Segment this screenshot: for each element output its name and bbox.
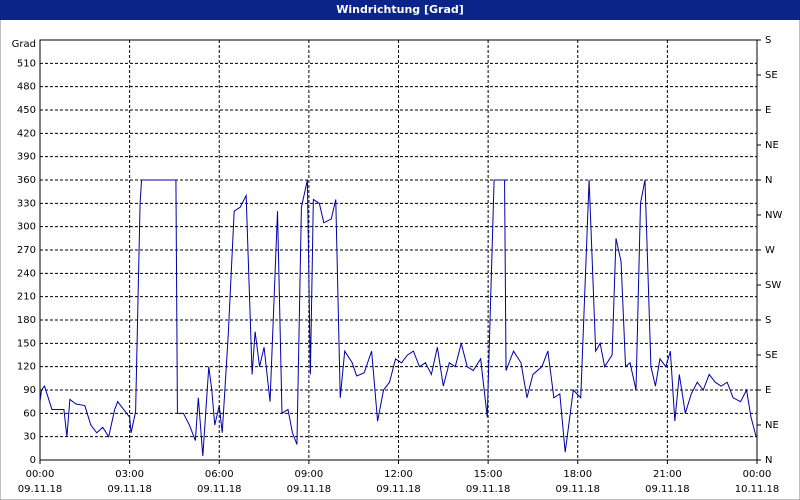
y-tick-label: 270: [17, 245, 36, 256]
y2-tick-label: E: [765, 105, 771, 116]
y2-tick-label: SE: [765, 350, 778, 361]
y-tick-label: 120: [17, 362, 36, 373]
x-tick-label: 00:00: [743, 469, 772, 480]
y-tick-label: 240: [17, 268, 36, 279]
x-tick-label: 09:00: [294, 469, 323, 480]
y2-tick-label: NW: [765, 210, 782, 221]
y-tick-label: 330: [17, 198, 36, 209]
data-line: [39, 179, 757, 457]
x-tick-date: 09.11.18: [555, 484, 600, 495]
y2-tick-label: N: [765, 455, 772, 466]
y2-tick-label: S: [765, 315, 771, 326]
x-tick-date: 09.11.18: [197, 484, 242, 495]
y-tick-label: 150: [17, 338, 36, 349]
x-tick-label: 18:00: [563, 469, 592, 480]
y-tick-label: 450: [17, 105, 36, 116]
y-tick-label: 390: [17, 152, 36, 163]
y2-tick-label: NE: [765, 140, 779, 151]
x-tick-date: 09.11.18: [466, 484, 511, 495]
x-tick-label: 12:00: [384, 469, 413, 480]
y-tick-label: 510: [17, 58, 36, 69]
y2-tick-label: S: [765, 35, 771, 46]
y-tick-label: 90: [23, 385, 36, 396]
y2-tick-label: E: [765, 385, 771, 396]
y2-tick-label: SW: [765, 280, 781, 291]
y-tick-label: 420: [17, 128, 36, 139]
y-tick-label: 300: [17, 222, 36, 233]
x-tick-date: 09.11.18: [287, 484, 332, 495]
x-tick-label: 00:00: [26, 469, 55, 480]
y-tick-label: 180: [17, 315, 36, 326]
x-tick-date: 09.11.18: [107, 484, 152, 495]
y2-tick-label: SE: [765, 70, 778, 81]
x-tick-date: 09.11.18: [376, 484, 421, 495]
x-tick-date: 10.11.18: [735, 484, 780, 495]
y-tick-label: 60: [23, 408, 36, 419]
y-tick-label: 30: [23, 432, 36, 443]
y2-tick-label: NE: [765, 420, 779, 431]
y2-tick-label: N: [765, 175, 772, 186]
x-tick-label: 21:00: [653, 469, 682, 480]
y-tick-label: 0: [30, 455, 36, 466]
title-bar: [0, 0, 800, 20]
y-axis-label: Grad: [12, 39, 36, 50]
x-tick-label: 15:00: [474, 469, 503, 480]
x-tick-label: 03:00: [115, 469, 144, 480]
y2-tick-label: W: [765, 245, 775, 256]
y-tick-label: 360: [17, 175, 36, 186]
y-tick-label: 480: [17, 82, 36, 93]
x-tick-date: 09.11.18: [645, 484, 690, 495]
chart-title: Windrichtung [Grad]: [336, 3, 464, 16]
y-tick-label: 210: [17, 292, 36, 303]
x-tick-date: 09.11.18: [18, 484, 63, 495]
x-tick-label: 06:00: [205, 469, 234, 480]
